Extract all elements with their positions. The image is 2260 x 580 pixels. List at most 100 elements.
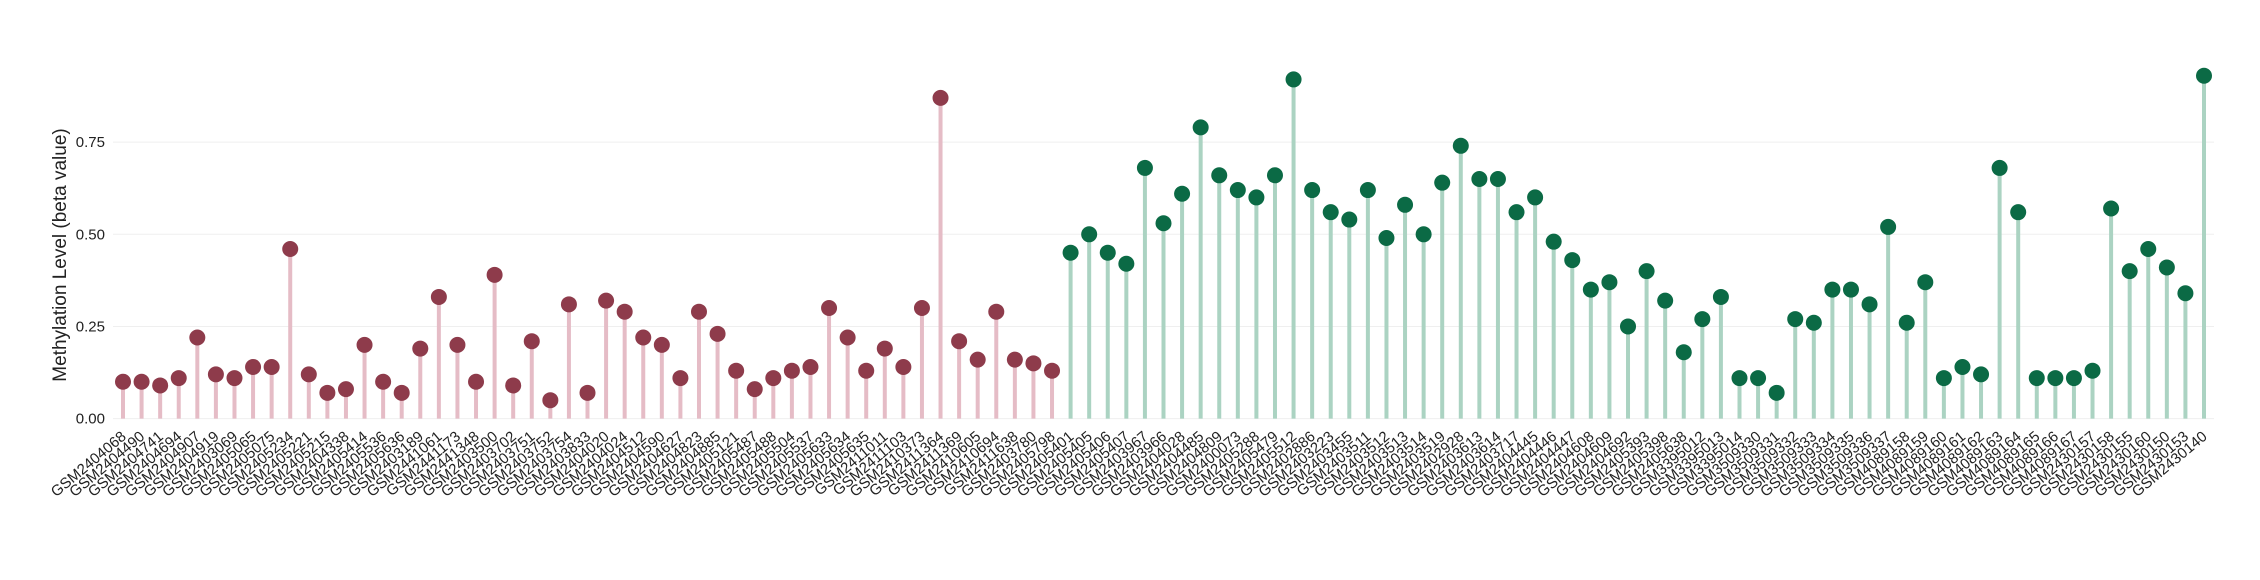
- dot: [1601, 274, 1618, 291]
- dot: [672, 370, 689, 387]
- dot: [1564, 252, 1581, 269]
- dot: [1229, 182, 1246, 199]
- dot: [765, 370, 782, 387]
- dot: [821, 300, 838, 317]
- dot: [895, 359, 912, 376]
- dot: [1935, 370, 1952, 387]
- dot: [1954, 359, 1971, 376]
- dot: [969, 351, 986, 368]
- dot: [1341, 211, 1358, 228]
- dot: [2065, 370, 2082, 387]
- dot: [1415, 226, 1432, 243]
- dot: [449, 336, 466, 353]
- dot: [430, 288, 447, 305]
- dot: [932, 89, 949, 106]
- dot: [1285, 71, 1302, 88]
- y-tick-label: 0.75: [76, 134, 105, 151]
- dot: [1508, 204, 1525, 221]
- dot: [319, 384, 336, 401]
- dot: [876, 340, 893, 357]
- dot: [375, 373, 392, 390]
- dot: [1620, 318, 1637, 335]
- dot: [1155, 215, 1172, 232]
- dot: [2177, 285, 2194, 302]
- y-tick-label: 0.25: [76, 318, 105, 335]
- dot: [542, 392, 559, 409]
- dot: [1081, 226, 1098, 243]
- dot: [115, 373, 131, 390]
- dot: [1712, 288, 1729, 305]
- dot: [1397, 196, 1414, 213]
- dot: [1787, 311, 1804, 328]
- dot: [468, 373, 485, 390]
- dot: [1192, 119, 1209, 136]
- dot: [1248, 189, 1265, 206]
- dot: [1359, 182, 1376, 199]
- dot: [486, 266, 503, 283]
- dot: [783, 362, 800, 379]
- dot: [189, 329, 206, 346]
- dot: [1136, 159, 1153, 176]
- dot: [505, 377, 522, 394]
- dot: [1434, 174, 1451, 191]
- dot: [1750, 370, 1767, 387]
- dot: [951, 333, 968, 350]
- dot: [1452, 137, 1469, 154]
- dot: [579, 384, 596, 401]
- dot: [1211, 167, 1228, 184]
- dot: [690, 303, 707, 320]
- dot: [226, 370, 243, 387]
- dot: [245, 359, 262, 376]
- dot: [1118, 255, 1135, 272]
- dot: [1471, 170, 1488, 187]
- dot: [1898, 314, 1915, 331]
- dot: [133, 373, 150, 390]
- dot: [1025, 355, 1042, 372]
- dot: [2140, 241, 2157, 258]
- dot: [1322, 204, 1339, 221]
- dot: [635, 329, 652, 346]
- dot: [1527, 189, 1544, 206]
- dot: [1174, 185, 1191, 202]
- dot: [356, 336, 373, 353]
- dot: [728, 362, 745, 379]
- dot: [802, 359, 819, 376]
- dot: [1638, 263, 1655, 280]
- dot: [2158, 259, 2175, 276]
- dot: [412, 340, 429, 357]
- dot: [1378, 229, 1395, 246]
- dot: [560, 296, 577, 313]
- dot: [1991, 159, 2008, 176]
- dot: [1842, 281, 1859, 298]
- dot: [337, 381, 354, 398]
- dot: [2196, 67, 2212, 84]
- dot: [1694, 311, 1711, 328]
- dot: [207, 366, 224, 383]
- y-tick-label: 0.50: [76, 226, 105, 243]
- dot: [1582, 281, 1599, 298]
- dot: [1266, 167, 1283, 184]
- dot: [2028, 370, 2045, 387]
- dot: [170, 370, 187, 387]
- dot: [913, 300, 930, 317]
- dot: [1044, 362, 1061, 379]
- dot: [1824, 281, 1841, 298]
- dot: [2103, 200, 2120, 217]
- dot: [746, 381, 763, 398]
- dot: [282, 241, 299, 258]
- dot: [1675, 344, 1692, 361]
- dot: [2084, 362, 2101, 379]
- dot: [2047, 370, 2064, 387]
- dot: [616, 303, 633, 320]
- dot: [1973, 366, 1990, 383]
- dot: [1861, 296, 1878, 313]
- dot: [300, 366, 317, 383]
- dot: [1917, 274, 1934, 291]
- dot: [1805, 314, 1822, 331]
- dot: [1006, 351, 1023, 368]
- dot: [152, 377, 169, 394]
- dot: [1657, 292, 1674, 309]
- dot: [709, 325, 726, 342]
- dot: [858, 362, 875, 379]
